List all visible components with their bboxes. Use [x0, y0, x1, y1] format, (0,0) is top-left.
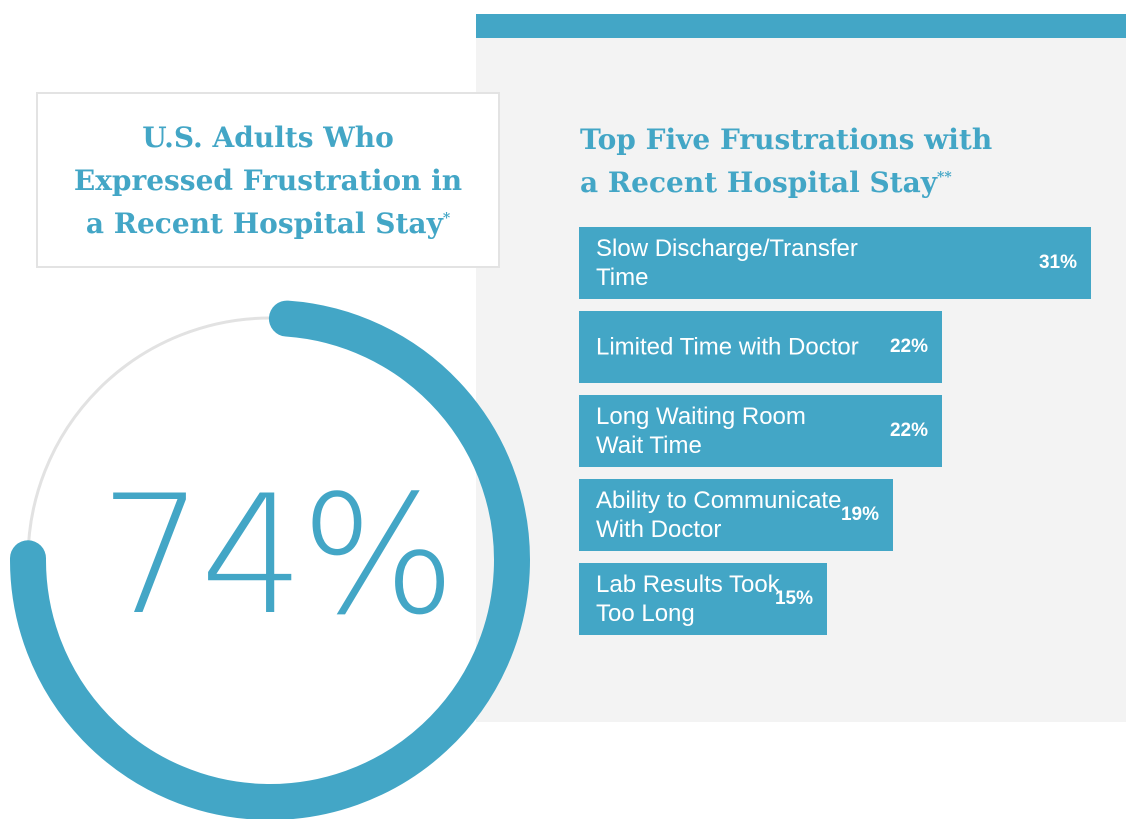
frustration-ring-chart	[9, 300, 530, 819]
bar-category-label: Slow Discharge/Transfer Time	[596, 235, 858, 291]
bar-category-label: Limited Time with Doctor	[596, 333, 859, 361]
bar-category-label: Long Waiting Room Wait Time	[596, 403, 806, 459]
right-chart-title: Top Five Frustrations with a Recent Hosp…	[580, 123, 993, 199]
bar-1: Slow Discharge/Transfer Time 31%	[579, 227, 1091, 299]
left-title-footnote-marker: *	[442, 210, 451, 227]
bar-value-label: 22%	[889, 336, 928, 357]
left-title-box: U.S. Adults Who Expressed Frustration in…	[36, 92, 500, 268]
bar-value-label: 19%	[840, 504, 879, 525]
bar-3: Long Waiting Room Wait Time 22%	[579, 395, 942, 467]
bar-category-label: Lab Results Took Too Long	[596, 571, 780, 627]
bar-value-label: 31%	[1038, 252, 1077, 273]
left-chart-title: U.S. Adults Who Expressed Frustration in…	[73, 120, 463, 240]
big-stat-value: 74%	[99, 460, 457, 651]
bar-value-label: 15%	[774, 588, 813, 609]
bar-category-label: Ability to Communicate With Doctor	[596, 487, 842, 543]
right-title-footnote-marker: **	[937, 169, 952, 186]
bar-2: Limited Time with Doctor 22%	[579, 311, 942, 383]
bar-4: Ability to Communicate With Doctor 19%	[579, 479, 893, 551]
panel-accent-band	[476, 14, 1126, 38]
bar-5: Lab Results Took Too Long 15%	[579, 563, 827, 635]
ring-value-arc	[9, 300, 530, 819]
bar-value-label: 22%	[889, 420, 928, 441]
